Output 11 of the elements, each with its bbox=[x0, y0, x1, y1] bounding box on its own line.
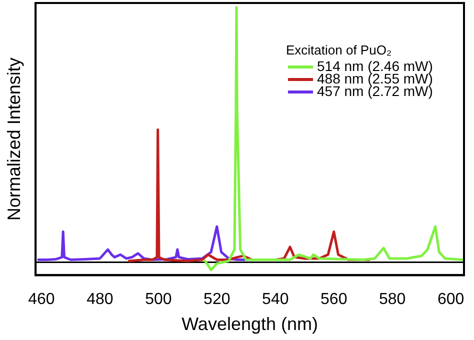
x-axis-title: Wavelength (nm) bbox=[182, 314, 318, 334]
x-tick-label: 540 bbox=[262, 291, 289, 308]
x-tick-label: 460 bbox=[28, 291, 55, 308]
x-tick-label: 560 bbox=[320, 291, 348, 308]
x-tick-label: 520 bbox=[204, 291, 230, 308]
legend-title: Excitation of PuO₂ bbox=[286, 42, 392, 58]
y-axis-title: Normalized Intensity bbox=[4, 58, 24, 221]
x-tick-label: 600 bbox=[437, 291, 464, 308]
x-tick-label: 580 bbox=[379, 291, 406, 308]
x-tick-label: 480 bbox=[86, 291, 114, 308]
x-tick-label: 500 bbox=[145, 291, 172, 308]
